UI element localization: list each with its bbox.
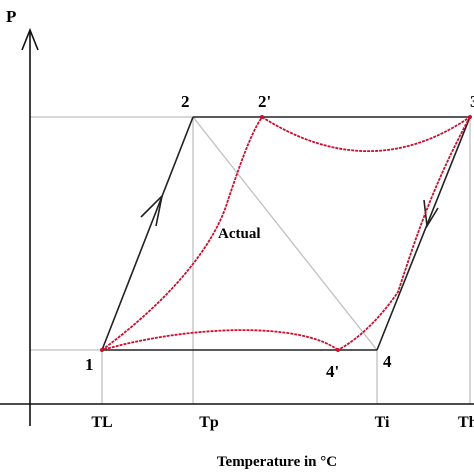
point-label-2: 2 — [181, 92, 190, 111]
marker-point-3 — [468, 115, 472, 119]
point-markers — [100, 115, 472, 352]
actual-cycle — [101, 116, 471, 351]
process-arrow-down-icon — [423, 199, 439, 229]
marker-point-4prime — [336, 348, 340, 352]
y-axis-arrow-icon — [21, 27, 39, 51]
y-axis-label: P — [6, 7, 16, 26]
actual-curve-3-4prime — [337, 116, 471, 351]
point-label-3: 3 — [470, 92, 474, 111]
x-tick-th: Th — [458, 414, 474, 431]
x-axis-title: Temperature in °C — [217, 454, 337, 470]
ideal-line-3-4 — [376, 116, 471, 351]
point-label-4prime: 4' — [326, 362, 339, 381]
marker-point-1 — [100, 348, 104, 352]
actual-curve-1-2prime — [101, 116, 263, 351]
axes — [0, 27, 474, 426]
actual-curve-4prime-1 — [101, 329, 339, 351]
x-tick-tl: TL — [91, 414, 112, 431]
guide-lines — [30, 116, 471, 404]
point-label-1: 1 — [85, 355, 94, 374]
x-tick-ti: Ti — [375, 414, 390, 431]
actual-curve-label: Actual — [218, 226, 261, 242]
point-label-2prime: 2' — [258, 92, 271, 111]
actual-curve-2prime-3 — [261, 116, 471, 153]
marker-point-2prime — [260, 115, 264, 119]
ideal-cycle — [101, 116, 471, 351]
x-tick-tp: Tp — [199, 414, 219, 431]
point-label-4: 4 — [383, 352, 392, 371]
guide-line-diagonal-2-4 — [192, 116, 378, 351]
ideal-line-1-2 — [101, 116, 194, 351]
process-arrow-up-icon — [140, 193, 164, 227]
